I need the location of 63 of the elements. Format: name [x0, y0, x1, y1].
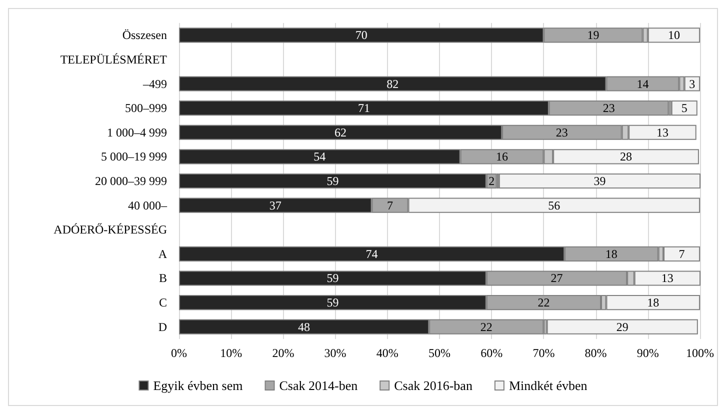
data-label: 39	[594, 174, 606, 188]
legend-label: Egyik évben sem	[153, 378, 243, 393]
y-tick-label: D	[158, 320, 168, 334]
data-label: 14	[636, 76, 649, 91]
x-tick-label: 70%	[532, 346, 555, 360]
data-label: 2	[488, 174, 495, 188]
x-tick-label: 50%	[428, 346, 450, 360]
data-label: 13	[656, 125, 668, 140]
data-label: 3	[689, 76, 696, 91]
data-label: 7	[678, 246, 685, 261]
x-tick-label: 100%	[686, 346, 714, 360]
y-tick-label: TELEPÜLÉSMÉRET	[60, 52, 168, 66]
data-label: 22	[480, 320, 492, 334]
data-label: 27	[550, 271, 563, 286]
data-label: 19	[587, 28, 600, 42]
data-label: 74	[366, 246, 378, 261]
data-label: 18	[605, 246, 618, 261]
data-label: 59	[326, 296, 339, 310]
data-label: 23	[556, 125, 568, 140]
data-label: 16	[496, 150, 508, 164]
data-label: 28	[620, 150, 632, 164]
x-tick-label: 20%	[272, 346, 294, 360]
data-label: 5	[681, 101, 688, 116]
y-tick-label: 5 000–19 999	[101, 150, 167, 164]
data-label: 82	[386, 76, 399, 91]
y-tick-label: A	[158, 246, 168, 261]
y-tick-label: 40 000–	[128, 198, 168, 212]
legend-label: Csak 2016-ban	[394, 378, 473, 393]
y-tick-label: –499	[142, 76, 167, 91]
bar	[671, 100, 698, 116]
y-tick-label: Összesen	[122, 28, 167, 42]
data-label: 48	[298, 320, 310, 334]
data-label: 13	[661, 271, 674, 286]
data-label: 54	[314, 150, 326, 164]
x-tick-label: 10%	[220, 346, 242, 360]
data-label: 62	[334, 125, 347, 140]
legend-label: Mindkét évben	[508, 378, 588, 393]
y-tick-label: C	[158, 296, 167, 310]
data-label: 29	[616, 320, 628, 334]
data-label: 70	[355, 28, 368, 42]
x-tick-label: 30%	[324, 346, 346, 360]
data-label: 37	[269, 198, 282, 212]
data-label: 10	[668, 28, 680, 42]
data-label: 59	[326, 174, 339, 188]
data-label: 22	[538, 296, 550, 310]
data-label: 59	[326, 271, 339, 286]
data-label: 18	[647, 296, 660, 310]
x-tick-label: 40%	[376, 346, 398, 360]
legend-label: Csak 2014-ben	[279, 378, 358, 393]
x-tick-label: 80%	[584, 346, 607, 360]
x-tick-label: 60%	[480, 346, 503, 360]
y-tick-label: 20 000–39 999	[95, 174, 167, 188]
data-label: 23	[602, 101, 615, 116]
data-label: 56	[548, 198, 560, 212]
bar	[546, 319, 698, 334]
data-label: 71	[358, 101, 370, 116]
data-label: 7	[387, 198, 394, 212]
y-tick-label: B	[158, 271, 167, 286]
y-tick-label: 500–999	[125, 101, 167, 116]
y-tick-label: 1 000–4 999	[107, 125, 167, 140]
y-tick-label: ADÓERŐ-KÉPESSÉG	[54, 222, 168, 237]
x-tick-label: 90%	[636, 346, 659, 360]
x-tick-label: 0%	[171, 346, 187, 360]
